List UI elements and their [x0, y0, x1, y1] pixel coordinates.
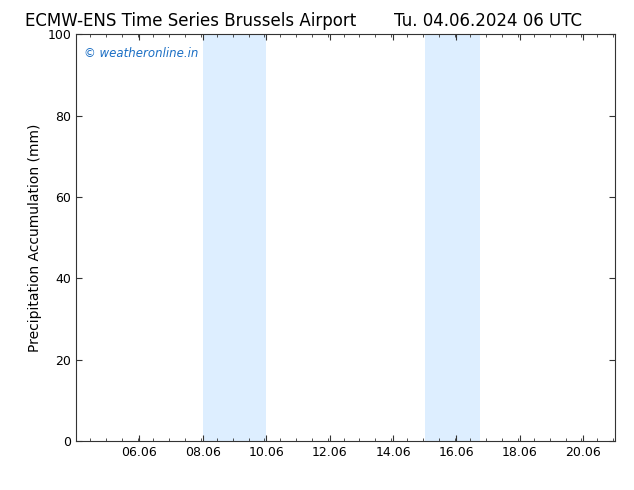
Bar	[425, 34, 480, 441]
Text: ECMW-ENS Time Series Brussels Airport: ECMW-ENS Time Series Brussels Airport	[25, 12, 356, 30]
Bar	[203, 34, 266, 441]
Y-axis label: Precipitation Accumulation (mm): Precipitation Accumulation (mm)	[28, 123, 42, 352]
Text: Tu. 04.06.2024 06 UTC: Tu. 04.06.2024 06 UTC	[394, 12, 582, 30]
Text: © weatheronline.in: © weatheronline.in	[84, 47, 198, 59]
